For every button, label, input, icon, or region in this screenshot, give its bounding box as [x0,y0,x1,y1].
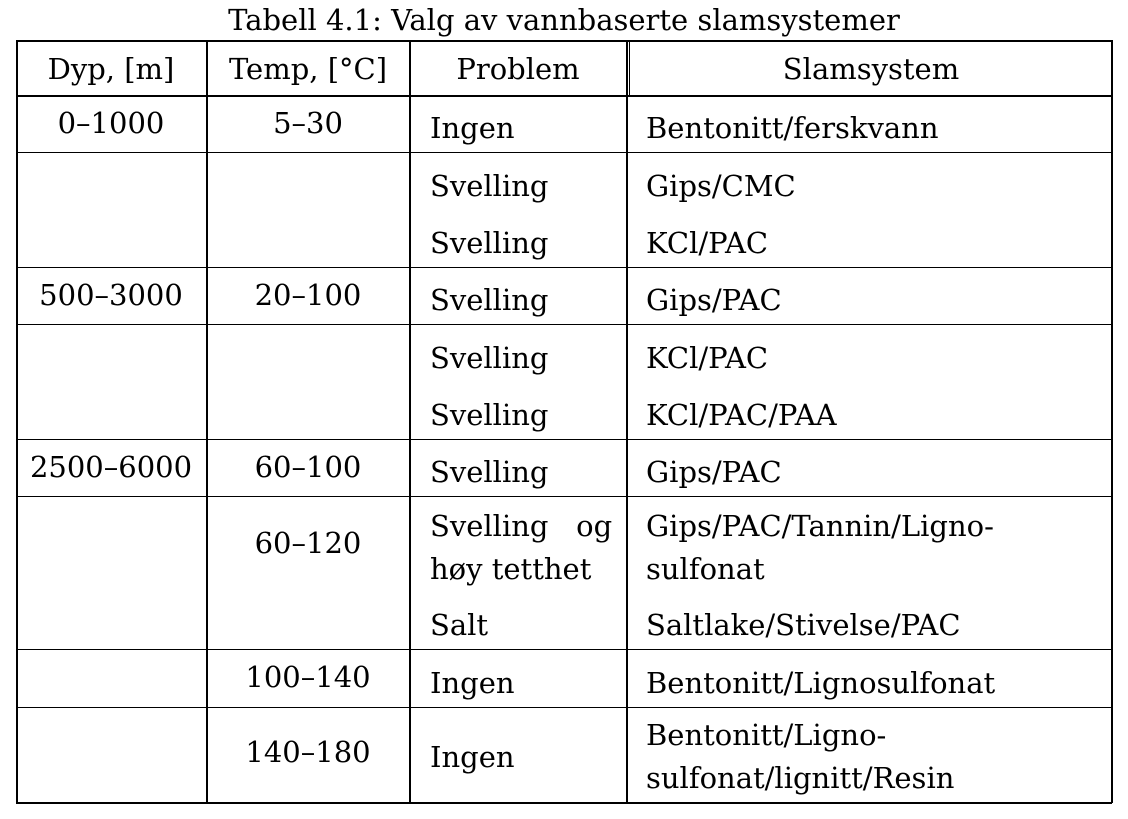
temp-cell: 60–100 [254,450,362,484]
system-cell: KCl/PAC [646,226,769,260]
header-divider [16,95,1112,97]
problem-cell: Svelling [430,398,549,432]
table-caption: Tabell 4.1: Valg av vannbaserte slamsyst… [228,3,900,37]
table-border-top [16,40,1112,42]
system-cell: Gips/PAC [646,455,782,489]
system-cell: Gips/CMC [646,169,796,203]
row-divider-3 [16,324,1112,325]
row-divider-4 [16,439,1112,440]
system-cell: sulfonat [646,552,765,586]
table-border-bottom [16,802,1112,804]
temp-cell: 20–100 [254,278,362,312]
problem-cell: Ingen [430,740,515,774]
problem-cell: Ingen [430,666,515,700]
column-divider-3 [626,40,628,803]
system-cell: sulfonat/lignitt/Resin [646,761,955,795]
system-cell: Bentonitt/Lignosulfonat [646,666,996,700]
problem-cell: Svelling [430,226,549,260]
temp-cell: 140–180 [245,735,371,769]
system-cell: Gips/PAC [646,283,782,317]
slam-systems-table: Dyp, [m] Temp, [°C] Problem Slamsystem 0… [16,40,1113,804]
header-temp: Temp, [°C] [228,52,388,86]
problem-cell: Svelling [430,283,549,317]
depth-cell: 2500–6000 [29,450,193,484]
depth-cell: 500–3000 [39,278,183,312]
column-divider-3b [629,40,630,95]
problem-cell: høy tetthet [430,552,592,586]
temp-cell: 5–30 [273,106,343,140]
row-divider-5 [16,496,1112,497]
header-system: Slamsystem [782,52,960,86]
system-cell: KCl/PAC [646,341,769,375]
problem-cell: Salt [430,608,489,642]
table-border-left [16,40,18,803]
problem-cell: Svelling [430,341,549,375]
problem-cell: Svelling og [430,509,613,543]
row-divider-1 [16,152,1112,153]
system-cell: Bentonitt/Ligno- [646,718,887,752]
header-problem: Problem [456,52,580,86]
system-cell: Bentonitt/ferskvann [646,111,939,145]
system-cell: Gips/PAC/Tannin/Ligno- [646,509,994,543]
column-divider-1 [206,40,208,803]
depth-cell: 0–1000 [57,106,165,140]
row-divider-2 [16,267,1112,268]
system-cell: Saltlake/Stivelse/PAC [646,608,961,642]
problem-cell: Svelling [430,169,549,203]
temp-cell: 60–120 [254,526,362,560]
problem-cell: Ingen [430,111,515,145]
row-divider-7 [16,707,1112,708]
table-border-right [1111,40,1113,803]
header-depth: Dyp, [m] [47,52,175,86]
row-divider-6 [16,649,1112,650]
column-divider-2 [409,40,411,803]
problem-cell: Svelling [430,455,549,489]
system-cell: KCl/PAC/PAA [646,398,837,432]
temp-cell: 100–140 [245,660,371,694]
